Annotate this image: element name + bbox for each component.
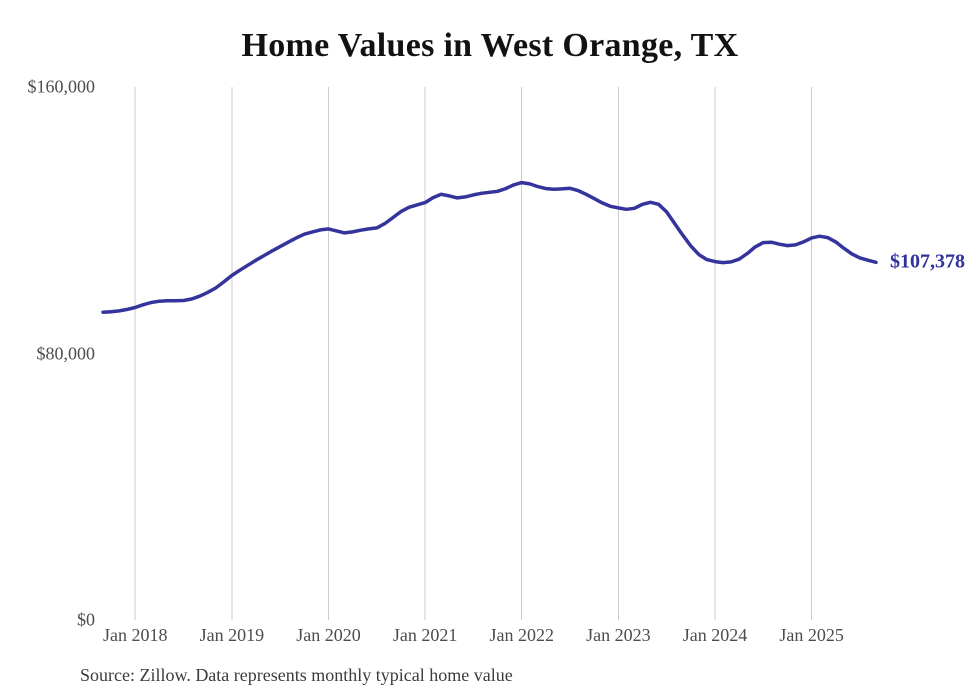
x-tick-label: Jan 2025	[779, 625, 844, 645]
x-axis: Jan 2018 Jan 2019 Jan 2020 Jan 2021 Jan 2022…	[0, 625, 980, 649]
chart-title: Home Values in West Orange, TX	[241, 27, 739, 64]
y-tick-label: $80,000	[36, 343, 96, 363]
y-tick-label: $0	[77, 609, 95, 630]
source-note: Source: Zillow. Data represents monthly …	[80, 665, 513, 685]
value-line	[101, 180, 878, 314]
y-tick-label: $160,000	[27, 76, 96, 97]
x-tick-label: Jan 2019	[199, 625, 265, 645]
x-tick-label: Jan 2020	[296, 625, 361, 645]
x-tick-label: Jan 2018	[102, 625, 168, 645]
x-tick-label: Jan 2022	[489, 625, 554, 645]
x-tick-label: Jan 2021	[392, 625, 458, 645]
end-value-label: $107,378	[890, 250, 965, 273]
x-tick-label: Jan 2024	[682, 625, 748, 645]
x-tick-label: Jan 2023	[586, 625, 651, 645]
y-axis: $160,000 $80,000 $0	[0, 0, 96, 699]
